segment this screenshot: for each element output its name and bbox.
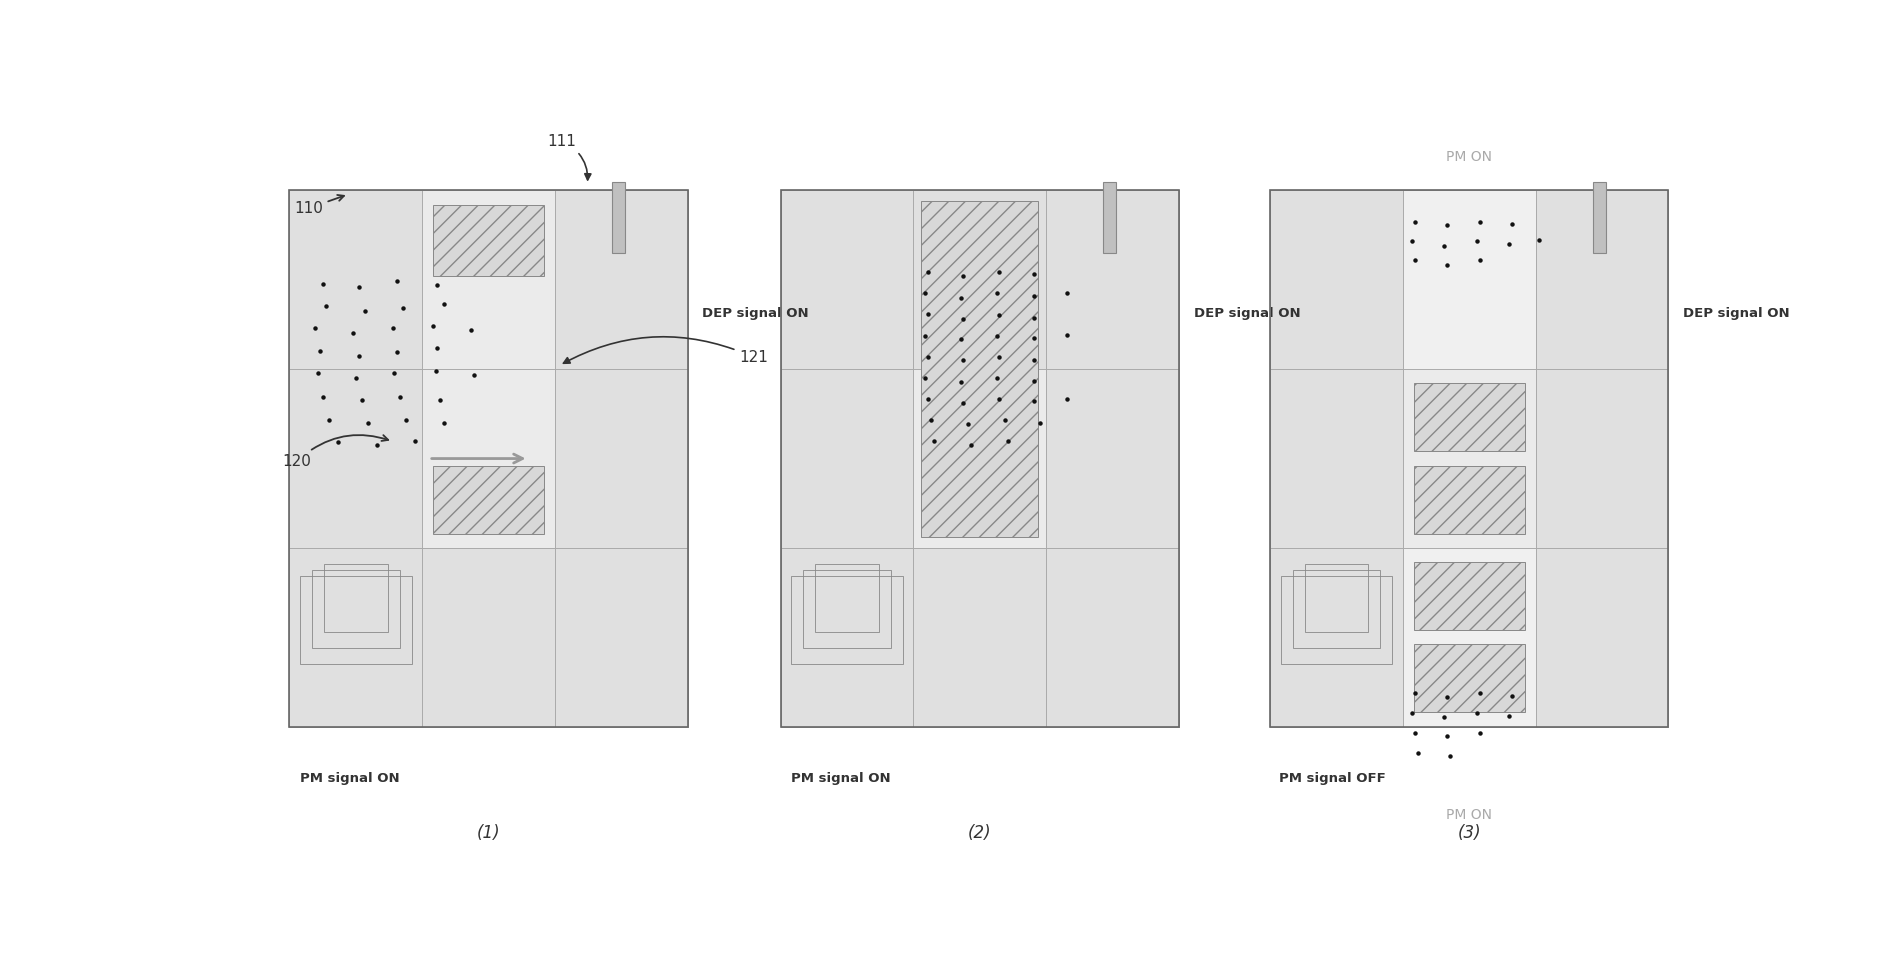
Bar: [1281, 576, 1393, 664]
Bar: [289, 548, 422, 726]
Text: DEP signal ON: DEP signal ON: [1684, 307, 1791, 320]
Text: 111: 111: [548, 133, 592, 180]
Text: PM signal ON: PM signal ON: [792, 773, 891, 785]
Bar: [780, 548, 913, 726]
Bar: [324, 564, 388, 631]
Text: (3): (3): [1458, 824, 1481, 842]
Bar: [1403, 369, 1536, 548]
Text: DEP signal ON: DEP signal ON: [1193, 307, 1300, 320]
Bar: [780, 190, 913, 369]
Text: (2): (2): [969, 824, 991, 842]
Bar: [913, 369, 1047, 548]
Bar: [1536, 190, 1669, 369]
Bar: [613, 182, 626, 253]
Text: PM signal ON: PM signal ON: [301, 773, 400, 785]
Bar: [1414, 644, 1524, 713]
Bar: [1292, 571, 1380, 648]
Bar: [422, 190, 556, 369]
Text: PM ON: PM ON: [1446, 150, 1492, 163]
Bar: [1536, 369, 1669, 548]
Bar: [780, 190, 1178, 726]
Bar: [556, 548, 687, 726]
Text: 121: 121: [563, 337, 769, 365]
Bar: [1047, 369, 1178, 548]
Bar: [301, 576, 411, 664]
Bar: [1536, 548, 1669, 726]
Bar: [556, 190, 687, 369]
Text: (1): (1): [478, 824, 500, 842]
Text: 110: 110: [293, 195, 344, 216]
Bar: [1271, 369, 1403, 548]
Text: DEP signal ON: DEP signal ON: [702, 307, 809, 320]
Bar: [556, 369, 687, 548]
Text: 120: 120: [282, 435, 388, 469]
Text: PM ON: PM ON: [1446, 807, 1492, 822]
Bar: [913, 190, 1047, 369]
Bar: [432, 205, 544, 277]
Bar: [1403, 548, 1536, 726]
Bar: [803, 571, 891, 648]
Bar: [422, 369, 556, 548]
Bar: [312, 571, 400, 648]
Bar: [1403, 190, 1536, 369]
Bar: [1271, 548, 1403, 726]
Bar: [1271, 190, 1403, 369]
Bar: [913, 548, 1047, 726]
Bar: [1305, 564, 1368, 631]
Bar: [1403, 548, 1536, 726]
Bar: [792, 576, 902, 664]
Bar: [1593, 182, 1606, 253]
Bar: [1414, 384, 1524, 452]
Bar: [289, 190, 687, 726]
Bar: [422, 548, 556, 726]
Bar: [432, 466, 544, 534]
Bar: [289, 190, 422, 369]
Bar: [1414, 466, 1524, 534]
Bar: [780, 369, 913, 548]
Bar: [1403, 190, 1536, 369]
Bar: [1104, 182, 1117, 253]
Text: PM signal OFF: PM signal OFF: [1279, 773, 1385, 785]
Bar: [1271, 190, 1669, 726]
Bar: [1414, 562, 1524, 630]
Bar: [814, 564, 879, 631]
Bar: [289, 369, 422, 548]
Bar: [1047, 548, 1178, 726]
Bar: [921, 201, 1039, 538]
Bar: [1047, 190, 1178, 369]
